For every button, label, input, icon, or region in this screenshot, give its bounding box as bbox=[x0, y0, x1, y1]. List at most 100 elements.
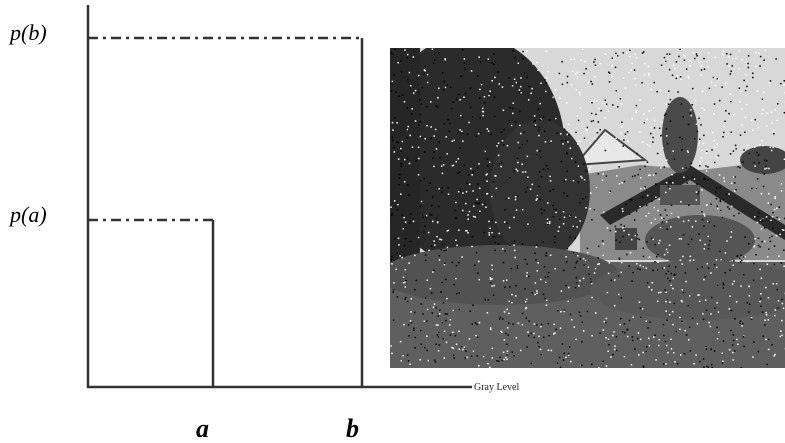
noise-dot bbox=[692, 87, 694, 90]
noise-dot bbox=[778, 218, 781, 220]
noise-dot bbox=[657, 261, 659, 263]
noise-dot bbox=[707, 248, 710, 250]
noise-dot bbox=[724, 272, 726, 274]
noise-dot bbox=[455, 160, 457, 163]
noise-dot bbox=[714, 56, 717, 59]
noise-dot bbox=[553, 323, 555, 326]
noise-dot bbox=[531, 87, 533, 90]
noise-dot bbox=[680, 299, 683, 302]
noise-dot bbox=[435, 148, 438, 150]
noise-dot bbox=[728, 308, 731, 310]
noise-dot bbox=[758, 212, 760, 214]
noise-dot bbox=[443, 80, 445, 83]
noise-dot bbox=[393, 200, 396, 202]
noise-dot bbox=[663, 253, 666, 256]
noise-dot bbox=[591, 83, 594, 85]
noise-dot bbox=[468, 183, 471, 186]
noise-dot bbox=[403, 323, 405, 326]
noise-dot bbox=[713, 103, 716, 105]
noise-dot bbox=[691, 226, 694, 228]
noise-dot bbox=[566, 133, 569, 136]
noise-dot bbox=[758, 162, 760, 164]
noise-dot bbox=[707, 179, 709, 181]
noise-dot bbox=[656, 90, 658, 93]
noise-dot bbox=[469, 106, 472, 109]
noise-dot bbox=[697, 191, 700, 193]
noise-dot bbox=[559, 97, 561, 99]
noise-dot bbox=[491, 357, 493, 359]
noise-dot bbox=[665, 363, 667, 365]
noise-dot bbox=[441, 187, 443, 189]
noise-dot bbox=[722, 50, 724, 53]
noise-dot bbox=[487, 362, 489, 365]
noise-dot bbox=[506, 308, 508, 311]
noise-dot bbox=[391, 263, 393, 265]
noise-dot bbox=[563, 216, 566, 219]
noise-dot bbox=[545, 254, 547, 257]
noise-dot bbox=[715, 197, 718, 200]
noise-dot bbox=[559, 218, 561, 220]
noise-dot bbox=[735, 148, 737, 150]
noise-dot bbox=[780, 190, 783, 192]
noise-dot bbox=[546, 222, 549, 224]
noise-dot bbox=[639, 338, 642, 341]
noise-dot bbox=[506, 358, 508, 361]
noise-dot bbox=[508, 226, 511, 229]
noise-dot bbox=[432, 306, 435, 309]
noise-dot bbox=[393, 259, 395, 262]
noise-dot bbox=[424, 69, 426, 72]
noise-dot bbox=[618, 183, 621, 185]
noise-dot bbox=[753, 146, 756, 148]
noise-dot bbox=[527, 99, 530, 101]
noise-dot bbox=[468, 338, 471, 340]
noise-dot bbox=[489, 278, 492, 281]
noise-dot bbox=[534, 293, 536, 296]
noise-dot bbox=[445, 341, 448, 344]
noise-dot bbox=[573, 58, 575, 60]
noise-dot bbox=[581, 177, 583, 179]
noise-dot bbox=[734, 144, 737, 147]
noise-dot bbox=[771, 216, 774, 218]
noise-dot bbox=[672, 150, 674, 152]
noise-dot bbox=[574, 266, 576, 269]
noise-dot bbox=[512, 112, 514, 115]
noise-dot bbox=[780, 262, 783, 264]
noise-dot bbox=[597, 173, 599, 175]
noise-dot bbox=[447, 193, 450, 195]
noise-dot bbox=[728, 112, 730, 115]
noise-dot bbox=[683, 352, 686, 355]
noise-dot bbox=[509, 286, 511, 288]
noise-dot bbox=[484, 299, 487, 301]
noise-dot bbox=[756, 215, 759, 218]
noise-dot bbox=[700, 69, 703, 71]
noise-dot bbox=[660, 134, 662, 137]
noise-dot bbox=[672, 182, 674, 184]
noise-dot bbox=[481, 203, 484, 206]
noise-dot bbox=[407, 360, 410, 362]
noise-dot bbox=[528, 320, 530, 322]
noise-dot bbox=[762, 218, 764, 221]
noise-dot bbox=[560, 160, 563, 163]
noise-dot bbox=[455, 98, 458, 100]
noise-dot bbox=[525, 306, 528, 309]
noise-dot bbox=[613, 331, 615, 333]
noise-dot bbox=[715, 266, 718, 269]
noise-dot bbox=[441, 72, 444, 74]
noise-dot bbox=[700, 65, 703, 67]
noise-dot bbox=[696, 268, 699, 271]
noise-dot bbox=[529, 188, 532, 190]
noise-dot bbox=[501, 140, 504, 142]
noise-dot bbox=[414, 89, 417, 92]
noise-dot bbox=[576, 77, 579, 79]
noise-dot bbox=[478, 321, 481, 324]
noise-dot bbox=[679, 354, 682, 356]
noise-dot bbox=[695, 53, 698, 55]
noise-dot bbox=[426, 308, 429, 311]
noise-dot bbox=[453, 283, 455, 286]
noise-dot bbox=[438, 205, 440, 208]
noise-dot bbox=[602, 103, 604, 105]
noise-dot bbox=[472, 205, 475, 207]
noise-dot bbox=[637, 173, 639, 176]
noise-dot bbox=[756, 151, 758, 154]
noise-dot bbox=[738, 257, 741, 260]
